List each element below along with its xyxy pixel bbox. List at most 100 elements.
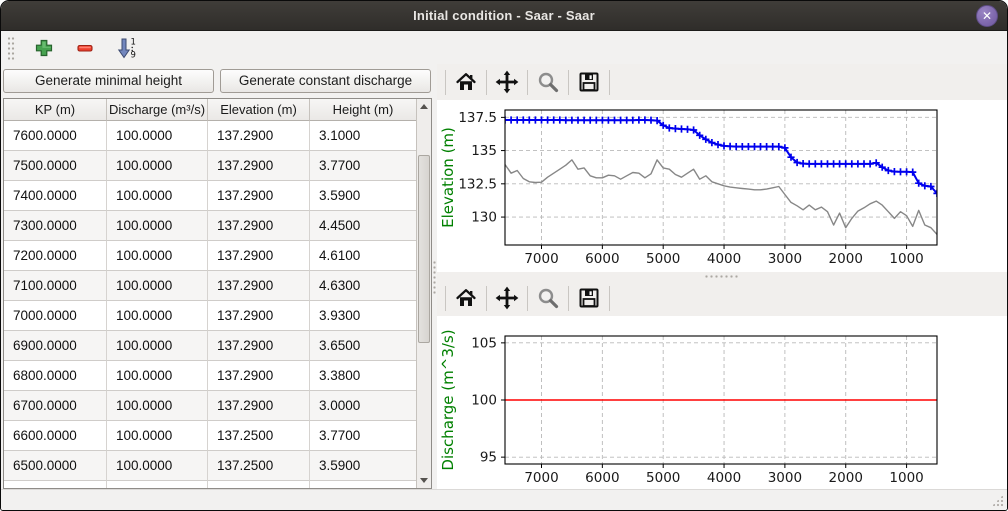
table-row[interactable]: 6600.0000 100.0000 137.2500 3.7700 xyxy=(4,421,416,451)
discharge-plot-canvas[interactable]: 7000 6000 5000 4000 3000 2000 1000 95 100 105 Disc… xyxy=(437,316,1007,489)
table-cell[interactable]: 100.0000 xyxy=(107,121,208,151)
table-cell[interactable]: 137.2900 xyxy=(208,271,310,301)
save-button[interactable] xyxy=(574,67,604,97)
table-cell[interactable]: 3.6500 xyxy=(310,331,416,361)
table-cell[interactable]: 6500.0000 xyxy=(4,451,107,481)
table-row[interactable]: 7000.0000 100.0000 137.2900 3.9300 xyxy=(4,301,416,331)
table-cell[interactable]: 3.7700 xyxy=(310,151,416,181)
remove-row-button[interactable] xyxy=(72,35,98,61)
table-cell[interactable]: 100.0000 xyxy=(107,301,208,331)
sort-rows-button[interactable]: 1 9 xyxy=(113,35,139,61)
table-cell[interactable]: 4.6300 xyxy=(310,271,416,301)
table-cell[interactable]: 4.4500 xyxy=(310,211,416,241)
table-cell[interactable]: 7600.0000 xyxy=(4,121,107,151)
scroll-down-button[interactable] xyxy=(417,473,431,488)
resize-grip-icon[interactable] xyxy=(991,494,1004,507)
table-cell[interactable]: 7500.0000 xyxy=(4,151,107,181)
table-cell[interactable]: 7200.0000 xyxy=(4,241,107,271)
table-cell[interactable]: 137.2500 xyxy=(208,451,310,481)
table-cell[interactable]: 4.6100 xyxy=(310,241,416,271)
table-cell[interactable]: 137.2900 xyxy=(208,121,310,151)
title-bar[interactable]: Initial condition - Saar - Saar ✕ xyxy=(1,1,1007,31)
svg-text:105: 105 xyxy=(471,335,497,351)
elevation-plot-canvas[interactable]: 7000 6000 5000 4000 3000 2000 1000 137.5 135 132.… xyxy=(437,100,1007,272)
table-row[interactable]: 6800.0000 100.0000 137.2900 3.3800 xyxy=(4,361,416,391)
vertical-splitter[interactable] xyxy=(432,64,437,489)
home-button[interactable] xyxy=(451,67,481,97)
table-cell[interactable]: 100.0000 xyxy=(107,181,208,211)
table-row[interactable]: 7500.0000 100.0000 137.2900 3.7700 xyxy=(4,151,416,181)
column-header-discharge[interactable]: Discharge (m³/s) xyxy=(107,99,208,121)
column-header-height[interactable]: Height (m) xyxy=(310,99,416,121)
table-main: KP (m) Discharge (m³/s) Elevation (m) He… xyxy=(4,99,416,488)
table-cell[interactable]: 6800.0000 xyxy=(4,361,107,391)
table-cell[interactable]: 100.0000 xyxy=(107,241,208,271)
table-scrollbar[interactable] xyxy=(416,99,431,488)
svg-text:135: 135 xyxy=(471,143,497,159)
table-cell[interactable]: 100.0000 xyxy=(107,271,208,301)
table-cell[interactable]: 137.2900 xyxy=(208,181,310,211)
column-header-elevation[interactable]: Elevation (m) xyxy=(208,99,310,121)
table-cell[interactable]: 100.0000 xyxy=(107,331,208,361)
save-button[interactable] xyxy=(574,283,604,313)
table-cell[interactable]: 6700.0000 xyxy=(4,391,107,421)
table-cell[interactable]: 7300.0000 xyxy=(4,211,107,241)
toolbar-separator xyxy=(527,69,528,95)
pan-button[interactable] xyxy=(492,67,522,97)
horizontal-splitter[interactable] xyxy=(437,272,1007,280)
table-cell[interactable]: 3.1000 xyxy=(310,121,416,151)
add-row-button[interactable] xyxy=(31,35,57,61)
zoom-button[interactable] xyxy=(533,283,563,313)
table-cell[interactable]: 137.2900 xyxy=(208,331,310,361)
table-cell[interactable]: 100.0000 xyxy=(107,211,208,241)
table-cell[interactable]: 3.3800 xyxy=(310,361,416,391)
table-body: 7600.0000 100.0000 137.2900 3.1000 7500.0000… xyxy=(4,121,416,488)
table-row[interactable]: 7400.0000 100.0000 137.2900 3.5900 xyxy=(4,181,416,211)
table-cell[interactable]: 7100.0000 xyxy=(4,271,107,301)
table-row[interactable]: 7600.0000 100.0000 137.2900 3.1000 xyxy=(4,121,416,151)
table-row[interactable]: 6900.0000 100.0000 137.2900 3.6500 xyxy=(4,331,416,361)
home-button[interactable] xyxy=(451,283,481,313)
table-cell[interactable]: 3.9300 xyxy=(310,301,416,331)
table-cell[interactable]: 137.2900 xyxy=(208,241,310,271)
table-cell[interactable]: 7400.0000 xyxy=(4,181,107,211)
table-cell[interactable]: 137.2900 xyxy=(208,211,310,241)
table-cell[interactable]: 137.2500 xyxy=(208,421,310,451)
generate-minimal-height-button[interactable]: Generate minimal height xyxy=(3,69,214,93)
table-row[interactable]: 6700.0000 100.0000 137.2900 3.0000 xyxy=(4,391,416,421)
pan-button[interactable] xyxy=(492,283,522,313)
table-row[interactable]: 6500.0000 100.0000 137.2500 3.5900 xyxy=(4,451,416,481)
close-button[interactable]: ✕ xyxy=(976,5,998,27)
row-edit-toolbar: 1 9 xyxy=(1,31,1007,64)
water-surface-elevation-markers xyxy=(505,116,937,197)
svg-text:7000: 7000 xyxy=(524,470,558,486)
table-cell[interactable]: 3.0000 xyxy=(310,391,416,421)
table-row[interactable]: 7200.0000 100.0000 137.2900 4.6100 xyxy=(4,241,416,271)
table-row[interactable]: 7300.0000 100.0000 137.2900 4.4500 xyxy=(4,211,416,241)
table-cell[interactable]: 3.5900 xyxy=(310,451,416,481)
table-cell[interactable]: 100.0000 xyxy=(107,391,208,421)
table-cell[interactable]: 137.2900 xyxy=(208,151,310,181)
table-cell[interactable]: 100.0000 xyxy=(107,421,208,451)
discharge-plot-toolbar xyxy=(437,280,1007,316)
table-cell[interactable]: 100.0000 xyxy=(107,151,208,181)
toolbar-drag-handle[interactable] xyxy=(7,35,16,60)
table-row[interactable]: 7100.0000 100.0000 137.2900 4.6300 xyxy=(4,271,416,301)
toolbar-separator xyxy=(445,285,446,311)
table-cell[interactable]: 137.2900 xyxy=(208,361,310,391)
table-cell[interactable]: 6900.0000 xyxy=(4,331,107,361)
table-cell[interactable]: 3.5900 xyxy=(310,181,416,211)
table-cell[interactable]: 100.0000 xyxy=(107,361,208,391)
column-header-kp[interactable]: KP (m) xyxy=(4,99,107,121)
scrollbar-thumb[interactable] xyxy=(418,155,430,343)
scroll-up-button[interactable] xyxy=(417,99,431,114)
zoom-button[interactable] xyxy=(533,67,563,97)
table-cell[interactable]: 137.2900 xyxy=(208,391,310,421)
table-cell[interactable]: 7000.0000 xyxy=(4,301,107,331)
generate-constant-discharge-button[interactable]: Generate constant discharge xyxy=(220,69,431,93)
table-cell[interactable]: 137.2900 xyxy=(208,301,310,331)
table-cell[interactable]: 3.7700 xyxy=(310,421,416,451)
table-cell[interactable]: 6600.0000 xyxy=(4,421,107,451)
table-cell[interactable]: 100.0000 xyxy=(107,451,208,481)
